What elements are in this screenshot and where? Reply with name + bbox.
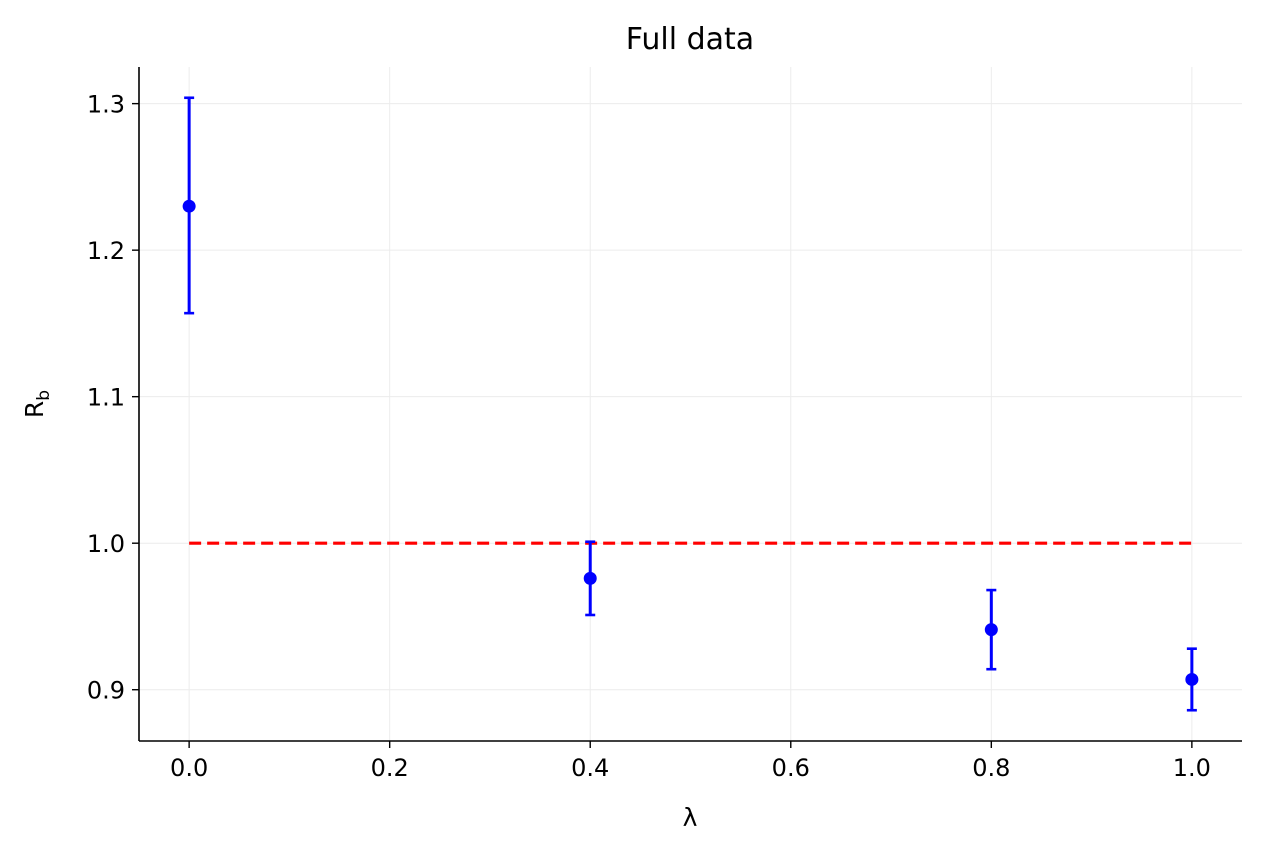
grid — [139, 67, 1242, 741]
y-tick-label: 1.2 — [87, 237, 125, 265]
y-axis-label: Rb — [20, 390, 54, 418]
y-tick-label: 1.1 — [87, 384, 125, 412]
y-axis-label-sub: b — [34, 390, 54, 401]
data-points-group — [182, 199, 1199, 686]
data-point — [984, 623, 998, 637]
data-point — [583, 571, 597, 585]
x-tick-label: 0.4 — [571, 754, 609, 782]
x-ticks: 0.0 0.2 0.4 0.6 0.8 1.0 — [170, 741, 1211, 782]
y-tick-label: 0.9 — [87, 677, 125, 705]
y-tick-label: 1.3 — [87, 91, 125, 119]
chart-title: Full data — [626, 22, 754, 57]
data-point — [1185, 672, 1199, 686]
errorbar-group — [184, 96, 1197, 712]
x-tick-label: 0.0 — [170, 754, 208, 782]
x-tick-label: 0.8 — [972, 754, 1010, 782]
y-tick-label: 1.0 — [87, 530, 125, 558]
data-point — [182, 199, 196, 213]
x-tick-label: 0.6 — [772, 754, 810, 782]
y-ticks: 0.9 1.0 1.1 1.2 1.3 — [87, 91, 139, 705]
x-tick-label: 1.0 — [1173, 754, 1211, 782]
x-tick-label: 0.2 — [371, 754, 409, 782]
y-axis-label-main: R — [20, 401, 49, 418]
x-axis-label: λ — [683, 803, 698, 832]
